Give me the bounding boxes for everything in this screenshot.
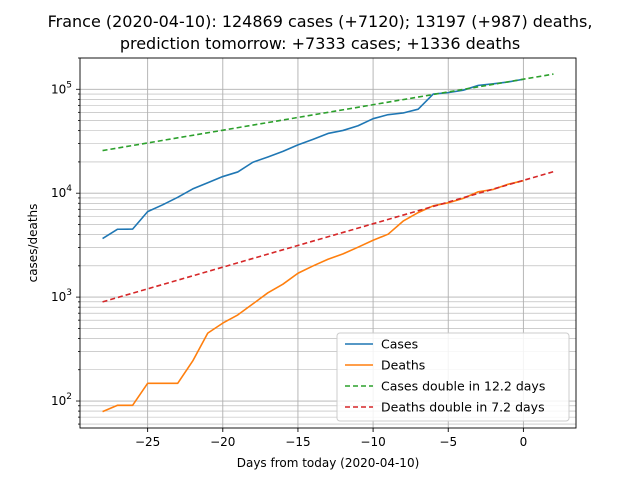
series-line-2	[102, 73, 554, 152]
x-tick-label: −10	[360, 435, 385, 449]
legend-label-cases: Cases	[381, 337, 418, 352]
legend-box	[336, 332, 570, 422]
legend-label-deaths: Deaths	[381, 358, 425, 373]
y-tick-label: 105	[51, 80, 72, 96]
x-axis-label: Days from today (2020-04-10)	[237, 456, 420, 470]
x-tick-label: 0	[520, 435, 528, 449]
x-tick-label: −15	[285, 435, 310, 449]
plot-frame	[79, 57, 577, 429]
series-line-3	[102, 170, 554, 303]
x-axis-ticks: −25 −20 −15 −10 −5 0	[135, 428, 527, 449]
legend-label-deaths-doubling: Deaths double in 7.2 days	[381, 400, 545, 415]
y-axis-label: cases/deaths	[26, 204, 40, 283]
y-tick-label: 103	[51, 288, 72, 304]
legend-label-cases-doubling: Cases double in 12.2 days	[381, 379, 545, 394]
chart-title-line-1: France (2020-04-10): 124869 cases (+7120…	[48, 12, 593, 31]
y-axis-ticks: 102 103 104 105	[51, 57, 80, 425]
y-tick-label: 104	[51, 184, 72, 200]
series-line-0	[102, 78, 524, 240]
plot-series	[102, 73, 554, 413]
chart-title: France (2020-04-10): 124869 cases (+7120…	[48, 12, 593, 53]
legend: Cases Deaths Cases double in 12.2 days D…	[336, 332, 570, 422]
y-tick-label: 102	[51, 392, 72, 408]
chart-title-line-2: prediction tomorrow: +7333 cases; +1336 …	[120, 34, 520, 53]
x-tick-label: −20	[210, 435, 235, 449]
x-tick-label: −25	[135, 435, 160, 449]
x-tick-label: −5	[439, 435, 457, 449]
